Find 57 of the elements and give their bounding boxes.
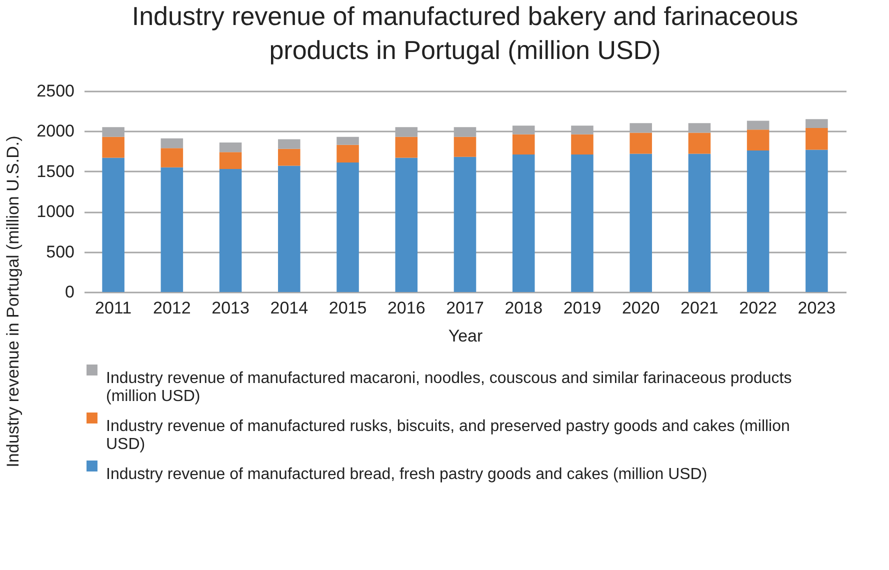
bar [278,139,300,149]
bar [688,154,711,292]
bar [278,166,300,292]
bar [395,136,418,158]
bar [454,156,476,292]
y-tick-label: 500 [46,242,74,262]
bar [336,144,359,163]
x-tick-label: 2014 [270,298,308,318]
bar [219,142,242,152]
chart-title: Industry revenue of manufactured bakery and farinaceous products in Portugal (million USD) [132,1,798,65]
y-tick-label: 2500 [36,82,74,100]
x-tick-label: 2018 [504,298,543,318]
bar [571,134,594,155]
x-tick-label: 2022 [739,298,777,318]
bar [806,150,828,292]
y-tick-label: 1000 [36,202,74,222]
x-tick-label: 2013 [212,298,250,318]
bar [102,136,124,158]
bar [102,158,124,292]
bar [336,162,359,292]
x-tick-label: 2011 [95,298,132,318]
bar [688,132,711,154]
x-tick-label: 2015 [328,298,367,318]
legend-label: Industry revenue of manufactured rusks, biscuits, and preserved pastry goods and cakes (million USD) [106,418,790,453]
x-tick-label: 2016 [387,298,426,318]
bar [219,152,242,169]
x-tick-label: 2023 [798,298,836,318]
x-tick-label: 2012 [153,298,191,318]
legend-label: Industry revenue of manufactured bread, fresh pastry goods and cakes (million USD) [106,466,708,483]
y-axis-title: Industry revenue in Portugal (million U.S.D.) [4,136,23,468]
y-tick-label: 1500 [36,162,74,181]
x-tick-label: 2019 [563,298,602,318]
legend-label: Industry revenue of manufactured macaroni, noodles, couscous and similar farinaceous products (million USD) [106,370,792,405]
bar [630,132,652,154]
bar [806,119,828,128]
bar [571,154,594,292]
bar [630,154,652,292]
bar [278,148,300,166]
bar [512,154,535,292]
bar [336,136,359,145]
x-tick-label: 2021 [680,298,718,318]
bar [160,167,184,292]
y-tick-label: 0 [65,282,74,302]
x-tick-label: 2017 [446,298,484,318]
bar [395,158,418,292]
bar [454,136,476,157]
bar [746,130,770,150]
bar [219,168,242,292]
bar [806,128,828,150]
y-tick-label: 2000 [36,122,74,141]
x-tick-label: 2020 [622,298,660,318]
bar [160,138,184,148]
bar [746,120,770,130]
bar [160,148,184,168]
x-axis-title: Year [448,326,484,346]
bar [746,150,770,292]
bar [512,134,535,155]
